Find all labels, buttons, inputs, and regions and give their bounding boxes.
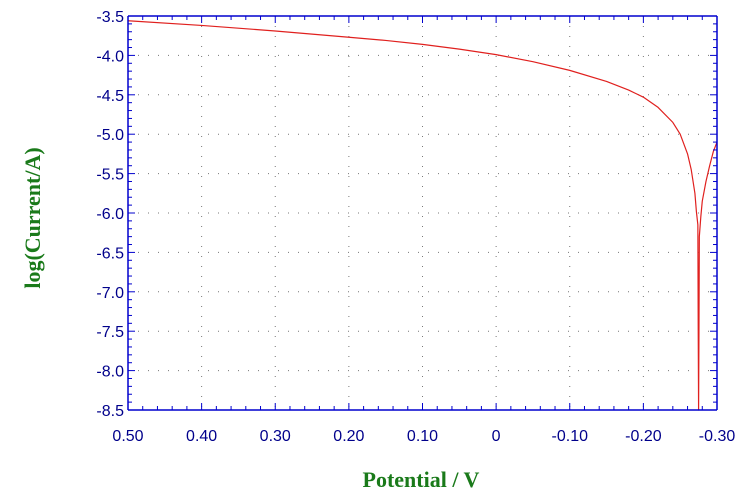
series-curve (127, 20, 718, 411)
x-tick-label: -0.30 (699, 428, 736, 445)
y-tick-labels: -3.5 -4.0 -4.5 -5.0 -5.5 -6.0 -6.5 -7.0 -7.5 -8.0… (96, 9, 124, 420)
y-tick-label: -5.5 (96, 167, 124, 184)
y-tick-label: -6.0 (96, 206, 124, 223)
y-tick-label: -8.5 (96, 403, 124, 420)
x-tick-label: 0.10 (407, 428, 438, 445)
series-line (127, 20, 718, 411)
y-tick-label: -3.5 (96, 9, 124, 26)
gridlines (128, 16, 717, 410)
y-tick-label: -4.0 (96, 48, 124, 65)
x-axis-title: Potential / V (363, 467, 480, 492)
axis-ticks (127, 15, 718, 411)
x-tick-label: 0.30 (260, 428, 291, 445)
x-tick-label: -0.10 (552, 428, 589, 445)
y-tick-label: -8.0 (96, 364, 124, 381)
y-tick-label: -7.0 (96, 285, 124, 302)
y-tick-label: -6.5 (96, 245, 124, 262)
y-axis-title: log(Current/A) (20, 147, 45, 288)
x-tick-labels: 0.50 0.40 0.30 0.20 0.10 0 -0.10 -0.20 -0.30 (112, 428, 735, 445)
x-tick-label: 0.40 (186, 428, 217, 445)
x-tick-label: 0 (492, 428, 501, 445)
y-tick-label: -5.0 (96, 127, 124, 144)
x-tick-label: 0.50 (112, 428, 143, 445)
x-tick-label: 0.20 (333, 428, 364, 445)
x-tick-label: -0.20 (625, 428, 662, 445)
y-tick-label: -7.5 (96, 324, 124, 341)
y-tick-label: -4.5 (96, 88, 124, 105)
